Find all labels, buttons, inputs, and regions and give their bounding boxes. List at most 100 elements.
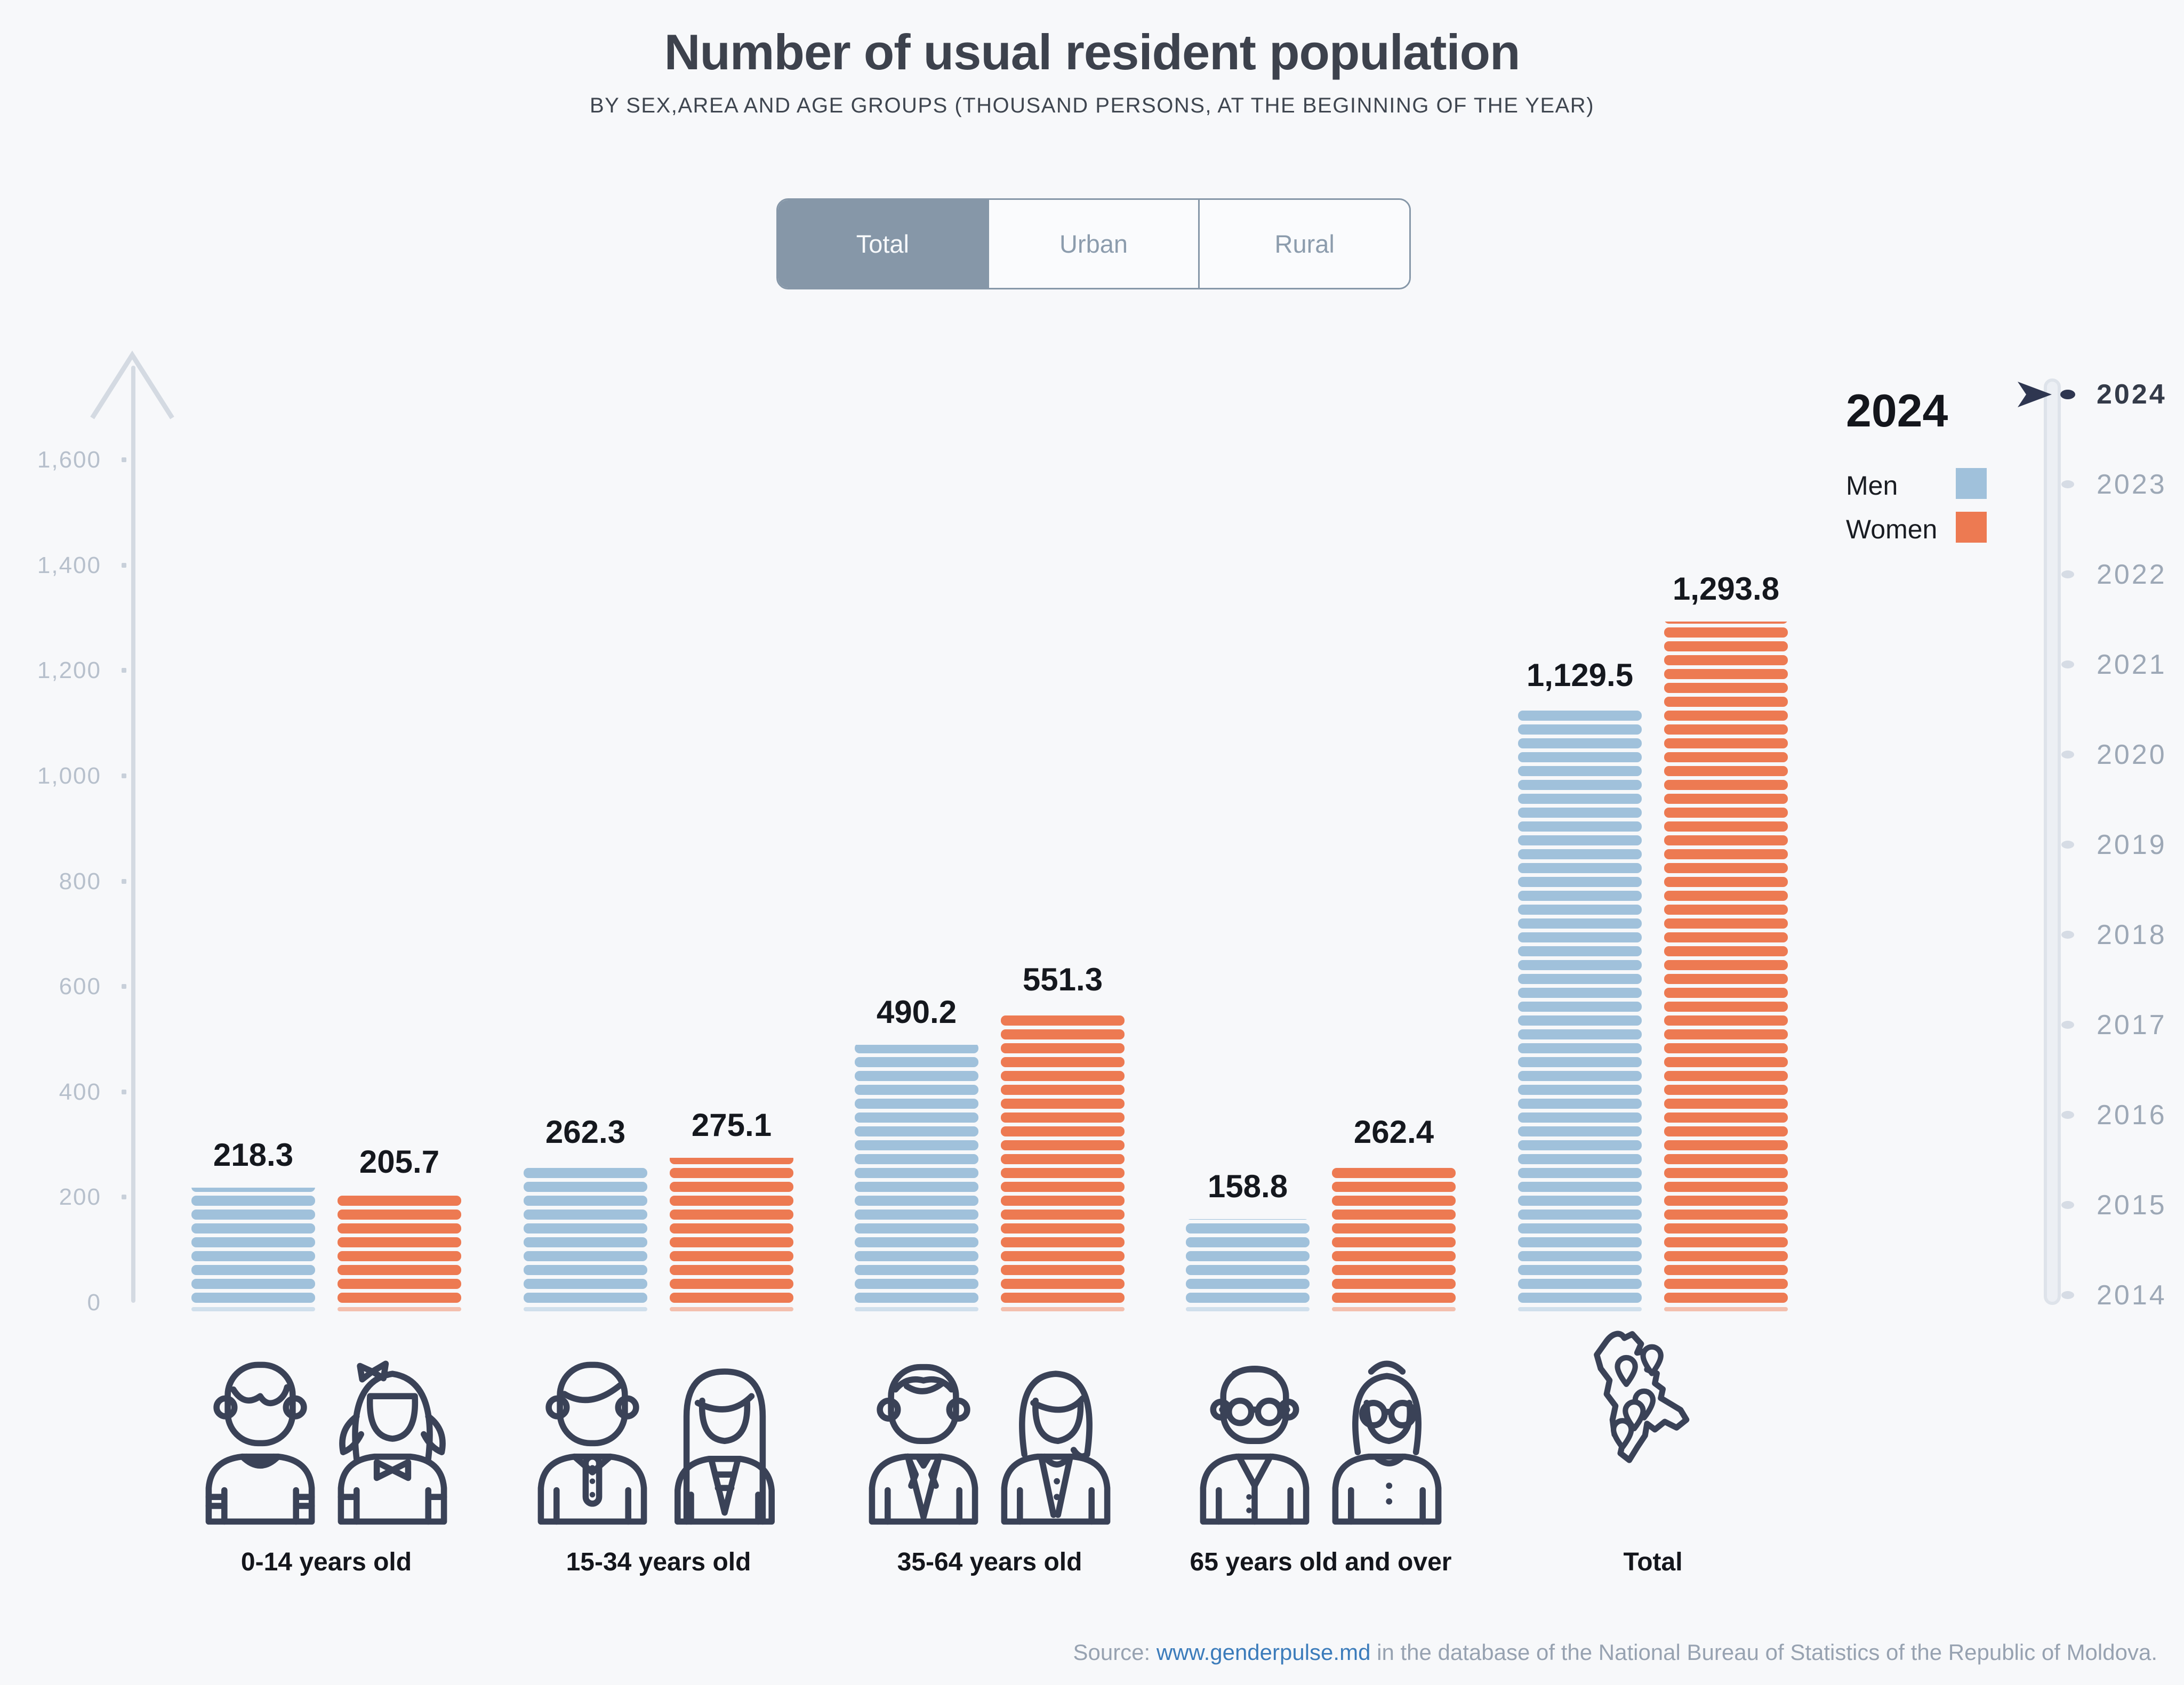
bar-stripe [1664, 905, 1788, 915]
bar-stripe [1001, 1293, 1125, 1303]
bar-women-group2 [1001, 1012, 1125, 1303]
value-label-women-group4: 1,293.8 [1672, 571, 1780, 607]
bar-stripe [1186, 1219, 1310, 1220]
bar-stripe [1001, 1071, 1125, 1081]
bar-stripe [1332, 1210, 1456, 1220]
bar-stripe [1001, 1168, 1125, 1178]
bar-stripe [670, 1251, 793, 1261]
bar-stripe [1664, 627, 1788, 638]
y-axis-arrow-icon [90, 350, 174, 420]
timeline-year-2024[interactable]: 2024 [2097, 379, 2167, 410]
bar-stripe [338, 1293, 461, 1303]
y-axis-tick-600 [122, 984, 126, 989]
bar-stripe [855, 1182, 978, 1192]
bar-stripe [855, 1293, 978, 1303]
bar-stripe [1001, 1112, 1125, 1123]
bar-stripe [1664, 1251, 1788, 1261]
bar-stripe [1001, 1015, 1125, 1026]
bar-stripe [1332, 1182, 1456, 1192]
girl-icon [338, 1360, 447, 1525]
year-slider-track[interactable] [2044, 378, 2061, 1305]
bar-men-group0 [191, 1188, 315, 1303]
y-axis-label-1,400: 1,400 [37, 552, 101, 578]
bar-stripe [1664, 1112, 1788, 1123]
bar-stripe [1001, 1223, 1125, 1233]
bar-stripe [1332, 1293, 1456, 1303]
bar-stripe [1001, 1210, 1125, 1220]
bar-stripe [670, 1158, 793, 1164]
bar-stripe [855, 1071, 978, 1081]
bar-stripe [1664, 780, 1788, 790]
year-dot-2017 [2061, 1021, 2074, 1029]
old-man-icon [1200, 1365, 1310, 1525]
timeline-year-2018[interactable]: 2018 [2097, 920, 2167, 950]
bar-reflection-men-group1 [524, 1307, 647, 1311]
timeline-year-2019[interactable]: 2019 [2097, 829, 2167, 860]
bar-stripe [1001, 1043, 1125, 1053]
bar-stripe [670, 1182, 793, 1192]
bar-stripe [1001, 1154, 1125, 1164]
bar-stripe [1518, 974, 1642, 984]
tab-rural[interactable]: Rural [1200, 200, 1409, 288]
bar-stripe [1664, 724, 1788, 735]
bar-stripe [1664, 1099, 1788, 1109]
bar-stripe [1518, 988, 1642, 998]
bar-stripe [1518, 808, 1642, 818]
source-link[interactable]: www.genderpulse.md [1156, 1640, 1371, 1665]
area-tabs: Total Urban Rural [776, 198, 1411, 289]
bar-stripe [524, 1168, 647, 1178]
value-label-women-group2: 551.3 [1022, 962, 1103, 997]
timeline-year-2016[interactable]: 2016 [2097, 1100, 2167, 1131]
bar-stripe [524, 1293, 647, 1303]
bar-stripe [1001, 1140, 1125, 1150]
bar-stripe [191, 1251, 315, 1261]
bar-women-group1 [670, 1158, 793, 1303]
bar-stripe [855, 1251, 978, 1261]
year-slider-handle-icon[interactable] [2017, 378, 2054, 410]
value-label-women-group0: 205.7 [359, 1144, 440, 1180]
bar-stripe [338, 1279, 461, 1289]
bar-stripe [1664, 1071, 1788, 1081]
group-label-2: 35-64 years old [897, 1548, 1082, 1576]
timeline-year-2015[interactable]: 2015 [2097, 1190, 2167, 1221]
bar-stripe [338, 1265, 461, 1275]
bar-stripe [1664, 641, 1788, 651]
bar-stripe [1518, 918, 1642, 929]
bar-stripe [338, 1223, 461, 1233]
tab-urban[interactable]: Urban [989, 200, 1200, 288]
bar-stripe [1518, 1057, 1642, 1067]
bar-stripe [855, 1265, 978, 1275]
bar-stripe [670, 1223, 793, 1233]
y-axis-tick-1,200 [122, 668, 126, 673]
bar-stripe [1518, 1182, 1642, 1192]
timeline-year-2020[interactable]: 2020 [2097, 739, 2167, 770]
timeline-year-2021[interactable]: 2021 [2097, 649, 2167, 680]
group-label-0: 0-14 years old [240, 1548, 412, 1576]
y-axis-label-1,200: 1,200 [37, 657, 101, 684]
bar-stripe [1186, 1223, 1310, 1233]
bar-stripe [1664, 1057, 1788, 1067]
bar-stripe [1664, 877, 1788, 887]
value-label-men-group1: 262.3 [545, 1114, 626, 1150]
bar-stripe [1332, 1168, 1456, 1178]
tab-total[interactable]: Total [778, 200, 989, 288]
bar-stripe [670, 1293, 793, 1303]
group-label-3: 65 years old and over [1190, 1548, 1452, 1576]
timeline-year-2017[interactable]: 2017 [2097, 1010, 2167, 1041]
bar-stripe [855, 1237, 978, 1247]
bar-stripe [1664, 738, 1788, 748]
bar-stripe [1664, 821, 1788, 832]
timeline-year-2022[interactable]: 2022 [2097, 559, 2167, 590]
bar-stripe [1664, 932, 1788, 942]
bar-stripe [1332, 1279, 1456, 1289]
bar-stripe [1001, 1085, 1125, 1095]
timeline-year-2014[interactable]: 2014 [2097, 1280, 2167, 1311]
legend-label-men: Men [1846, 471, 1898, 501]
bar-stripe [1664, 622, 1788, 624]
bar-stripe [670, 1265, 793, 1275]
old-woman-icon [1332, 1360, 1442, 1525]
bar-stripe [1664, 946, 1788, 956]
bar-stripe [1518, 1002, 1642, 1012]
timeline-year-2023[interactable]: 2023 [2097, 469, 2167, 500]
bar-stripe [524, 1279, 647, 1289]
